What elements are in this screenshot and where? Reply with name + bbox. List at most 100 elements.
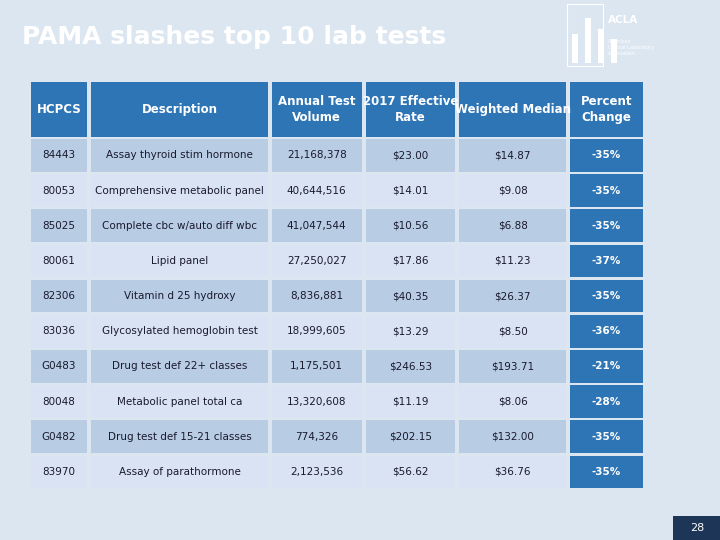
FancyBboxPatch shape	[31, 139, 87, 172]
Text: 8,836,881: 8,836,881	[290, 291, 343, 301]
Text: Complete cbc w/auto diff wbc: Complete cbc w/auto diff wbc	[102, 221, 257, 231]
Text: $40.35: $40.35	[392, 291, 428, 301]
Text: 28: 28	[690, 523, 704, 533]
Text: $56.62: $56.62	[392, 467, 428, 477]
Text: 83970: 83970	[42, 467, 76, 477]
Text: $193.71: $193.71	[491, 361, 534, 372]
FancyBboxPatch shape	[366, 245, 455, 277]
Text: 774,326: 774,326	[295, 432, 338, 442]
Text: 27,250,027: 27,250,027	[287, 256, 346, 266]
Text: $132.00: $132.00	[491, 432, 534, 442]
Text: $11.19: $11.19	[392, 397, 428, 407]
FancyBboxPatch shape	[31, 456, 87, 488]
FancyBboxPatch shape	[570, 386, 643, 418]
Text: Drug test def 15-21 classes: Drug test def 15-21 classes	[107, 432, 251, 442]
Text: G0482: G0482	[42, 432, 76, 442]
FancyBboxPatch shape	[459, 421, 566, 453]
Text: $202.15: $202.15	[389, 432, 432, 442]
FancyBboxPatch shape	[272, 82, 361, 137]
Text: Assay of parathormone: Assay of parathormone	[119, 467, 240, 477]
FancyBboxPatch shape	[272, 245, 361, 277]
FancyBboxPatch shape	[570, 280, 643, 313]
FancyBboxPatch shape	[91, 210, 268, 242]
FancyBboxPatch shape	[459, 82, 566, 137]
Text: Assay thyroid stim hormone: Assay thyroid stim hormone	[106, 151, 253, 160]
FancyBboxPatch shape	[366, 421, 455, 453]
Text: Vitamin d 25 hydroxy: Vitamin d 25 hydroxy	[124, 291, 235, 301]
FancyBboxPatch shape	[91, 315, 268, 348]
FancyBboxPatch shape	[91, 350, 268, 383]
Text: HCPCS: HCPCS	[37, 103, 81, 116]
FancyBboxPatch shape	[570, 174, 643, 207]
Text: Glycosylated hemoglobin test: Glycosylated hemoglobin test	[102, 326, 257, 336]
FancyBboxPatch shape	[272, 139, 361, 172]
Text: 82306: 82306	[42, 291, 76, 301]
Text: Description: Description	[141, 103, 217, 116]
Text: $9.08: $9.08	[498, 186, 528, 195]
FancyBboxPatch shape	[91, 280, 268, 313]
FancyBboxPatch shape	[91, 245, 268, 277]
FancyBboxPatch shape	[272, 456, 361, 488]
Text: $17.86: $17.86	[392, 256, 428, 266]
FancyBboxPatch shape	[272, 315, 361, 348]
FancyBboxPatch shape	[31, 210, 87, 242]
FancyBboxPatch shape	[366, 456, 455, 488]
FancyBboxPatch shape	[570, 456, 643, 488]
Text: $13.29: $13.29	[392, 326, 428, 336]
Text: 84443: 84443	[42, 151, 76, 160]
Text: 80048: 80048	[42, 397, 76, 407]
Text: 85025: 85025	[42, 221, 76, 231]
Text: G0483: G0483	[42, 361, 76, 372]
FancyBboxPatch shape	[570, 245, 643, 277]
Text: $246.53: $246.53	[389, 361, 432, 372]
FancyBboxPatch shape	[366, 210, 455, 242]
FancyBboxPatch shape	[459, 456, 566, 488]
Text: $26.37: $26.37	[495, 291, 531, 301]
FancyBboxPatch shape	[459, 245, 566, 277]
Text: 2017 Effective
Rate: 2017 Effective Rate	[363, 95, 458, 124]
FancyBboxPatch shape	[31, 421, 87, 453]
Text: $14.87: $14.87	[495, 151, 531, 160]
FancyBboxPatch shape	[91, 82, 268, 137]
FancyBboxPatch shape	[570, 82, 643, 137]
Text: PAMA slashes top 10 lab tests: PAMA slashes top 10 lab tests	[22, 24, 446, 49]
FancyBboxPatch shape	[366, 82, 455, 137]
Text: 21,168,378: 21,168,378	[287, 151, 346, 160]
Text: -37%: -37%	[592, 256, 621, 266]
Text: 80061: 80061	[42, 256, 76, 266]
FancyBboxPatch shape	[366, 315, 455, 348]
FancyBboxPatch shape	[459, 174, 566, 207]
FancyBboxPatch shape	[572, 34, 578, 63]
FancyBboxPatch shape	[272, 350, 361, 383]
FancyBboxPatch shape	[91, 456, 268, 488]
Text: $10.56: $10.56	[392, 221, 428, 231]
Text: -35%: -35%	[592, 432, 621, 442]
Text: 2,123,536: 2,123,536	[290, 467, 343, 477]
FancyBboxPatch shape	[459, 139, 566, 172]
FancyBboxPatch shape	[31, 280, 87, 313]
FancyBboxPatch shape	[272, 421, 361, 453]
Text: $23.00: $23.00	[392, 151, 428, 160]
Text: $14.01: $14.01	[392, 186, 428, 195]
Text: -35%: -35%	[592, 186, 621, 195]
FancyBboxPatch shape	[31, 315, 87, 348]
FancyBboxPatch shape	[570, 421, 643, 453]
FancyBboxPatch shape	[585, 18, 591, 63]
FancyBboxPatch shape	[31, 82, 87, 137]
Text: Annual Test
Volume: Annual Test Volume	[278, 95, 356, 124]
FancyBboxPatch shape	[91, 421, 268, 453]
Text: -35%: -35%	[592, 151, 621, 160]
Text: Comprehensive metabolic panel: Comprehensive metabolic panel	[95, 186, 264, 195]
FancyBboxPatch shape	[366, 280, 455, 313]
FancyBboxPatch shape	[366, 174, 455, 207]
Text: ACLA: ACLA	[608, 15, 639, 25]
Text: -35%: -35%	[592, 467, 621, 477]
FancyBboxPatch shape	[459, 315, 566, 348]
FancyBboxPatch shape	[459, 386, 566, 418]
Text: Weighted Median: Weighted Median	[454, 103, 570, 116]
FancyBboxPatch shape	[31, 174, 87, 207]
FancyBboxPatch shape	[598, 29, 604, 63]
Text: 1,175,501: 1,175,501	[290, 361, 343, 372]
Text: 80053: 80053	[42, 186, 76, 195]
Text: Lipid panel: Lipid panel	[150, 256, 208, 266]
